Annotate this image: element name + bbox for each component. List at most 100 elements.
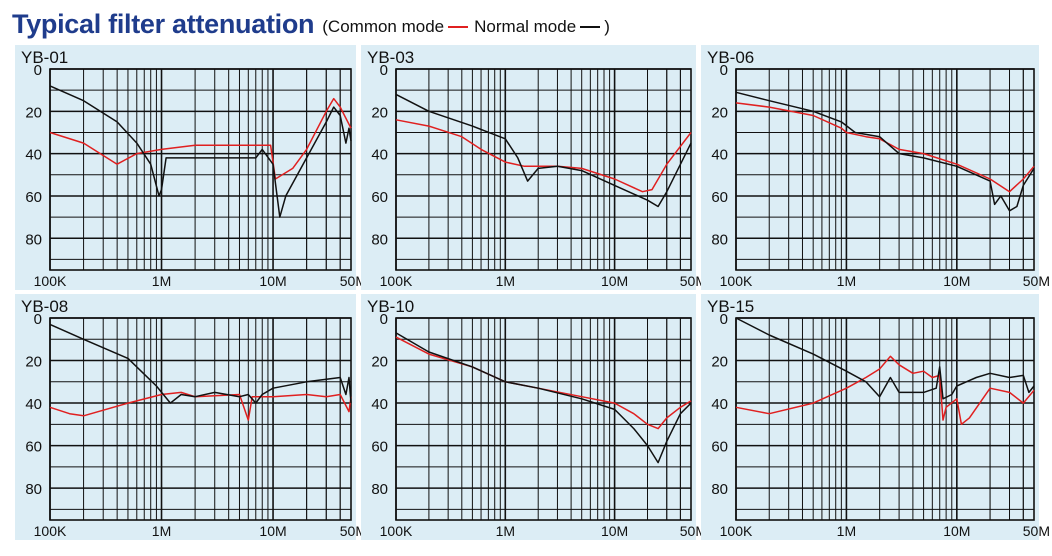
chart-grid (49, 317, 352, 521)
chart-grid (735, 317, 1035, 521)
chart-yb-06: YB-060 20 40 60 80 100K 1M 10M 50M (701, 45, 1050, 290)
x-tick-label: 1M (152, 523, 171, 539)
common-mode-line (49, 97, 352, 180)
legend-normal-mode-swatch (580, 26, 601, 28)
y-tick-label: 40 (711, 147, 728, 164)
y-tick-label: 20 (711, 354, 728, 371)
x-tick-label: 50M (680, 523, 707, 539)
chart-panel-background (361, 294, 696, 540)
x-tick-label: 1M (837, 273, 856, 289)
y-tick-label: 80 (711, 231, 728, 248)
chart-title: YB-03 (367, 48, 414, 67)
normal-mode-line (395, 332, 692, 464)
chart-yb-10: YB-100 20 40 60 80 100K 1M 10M 50M (361, 294, 707, 540)
chart-title: YB-01 (21, 48, 68, 67)
page-title: Typical filter attenuation (12, 9, 315, 39)
chart-yb-03: YB-030 20 40 60 80 100K 1M 10M 50M (361, 45, 707, 290)
x-tick-label: 10M (259, 523, 286, 539)
x-tick-label: 50M (1023, 523, 1050, 539)
y-tick-label: 20 (371, 104, 388, 121)
chart-grid (49, 68, 352, 271)
y-tick-label: 40 (371, 396, 388, 413)
chart-yb-15: YB-150 20 40 60 80 100K 1M 10M 50M (701, 294, 1050, 540)
normal-mode-line (735, 317, 1035, 400)
chart-panel-background (701, 45, 1039, 290)
common-mode-line (735, 355, 1035, 426)
x-tick-label: 50M (340, 273, 367, 289)
y-tick-label: 80 (25, 481, 42, 498)
x-tick-label: 1M (496, 273, 515, 289)
plot-frame (395, 68, 692, 271)
chart-grid (735, 68, 1035, 271)
y-tick-label: 20 (711, 104, 728, 121)
chart-panel-background (15, 294, 356, 540)
x-tick-label: 100K (380, 523, 413, 539)
y-tick-label: 40 (711, 396, 728, 413)
normal-mode-line (49, 85, 352, 218)
x-tick-label: 10M (943, 523, 970, 539)
y-tick-label: 80 (25, 231, 42, 248)
x-tick-label: 100K (720, 273, 753, 289)
legend: ( Common mode Normal mode ) (322, 17, 610, 40)
x-tick-label: 10M (601, 523, 628, 539)
y-tick-label: 80 (711, 481, 728, 498)
x-tick-label: 10M (601, 273, 628, 289)
y-tick-label: 0 (380, 62, 388, 79)
plot-frame (735, 317, 1035, 521)
normal-mode-line (395, 93, 692, 208)
y-tick-label: 60 (711, 189, 728, 206)
common-mode-line (735, 102, 1035, 193)
chart-yb-08: YB-080 20 40 60 80 100K 1M 10M 50M (15, 294, 367, 540)
chart-panel-background (361, 45, 696, 290)
x-tick-label: 10M (259, 273, 286, 289)
x-tick-label: 100K (380, 273, 413, 289)
plot-frame (49, 68, 352, 271)
y-tick-label: 0 (720, 311, 728, 328)
legend-common-mode-swatch (448, 26, 469, 28)
chart-grid (395, 68, 692, 271)
chart-title: YB-08 (21, 297, 68, 316)
x-tick-label: 100K (720, 523, 753, 539)
y-tick-label: 0 (34, 311, 42, 328)
y-tick-label: 0 (720, 62, 728, 79)
chart-title: YB-06 (707, 48, 754, 67)
y-tick-label: 40 (25, 147, 42, 164)
x-tick-label: 1M (152, 273, 171, 289)
y-tick-label: 20 (25, 354, 42, 371)
legend-open-paren: ( (322, 17, 328, 36)
common-mode-line (49, 391, 352, 421)
chart-panel-background (15, 45, 356, 290)
x-tick-label: 1M (837, 523, 856, 539)
plot-frame (49, 317, 352, 521)
legend-common-mode-label: Common mode (327, 17, 445, 36)
y-tick-label: 20 (25, 104, 42, 121)
y-tick-label: 60 (371, 189, 388, 206)
header: Typical filter attenuation ( Common mode… (12, 4, 610, 40)
chart-yb-01: YB-010 20 40 60 80 100K 1M 10M 50M (15, 45, 367, 290)
chart-panel-background (701, 294, 1039, 540)
y-tick-label: 40 (371, 147, 388, 164)
y-tick-label: 0 (380, 311, 388, 328)
normal-mode-line (735, 91, 1035, 212)
chart-title: YB-15 (707, 297, 754, 316)
x-tick-label: 100K (34, 523, 67, 539)
normal-mode-line (49, 323, 352, 404)
y-tick-label: 60 (371, 439, 388, 456)
y-tick-label: 20 (371, 354, 388, 371)
x-tick-label: 100K (34, 273, 67, 289)
x-tick-label: 10M (943, 273, 970, 289)
x-tick-label: 50M (680, 273, 707, 289)
y-tick-label: 0 (34, 62, 42, 79)
legend-close-paren: ) (604, 17, 610, 36)
y-tick-label: 60 (711, 439, 728, 456)
y-tick-label: 60 (25, 439, 42, 456)
chart-grid (395, 317, 692, 521)
y-tick-label: 60 (25, 189, 42, 206)
x-tick-label: 50M (340, 523, 367, 539)
legend-normal-mode-label: Normal mode (474, 17, 577, 36)
x-tick-label: 50M (1023, 273, 1050, 289)
chart-title: YB-10 (367, 297, 414, 316)
x-tick-label: 1M (496, 523, 515, 539)
y-tick-label: 80 (371, 481, 388, 498)
